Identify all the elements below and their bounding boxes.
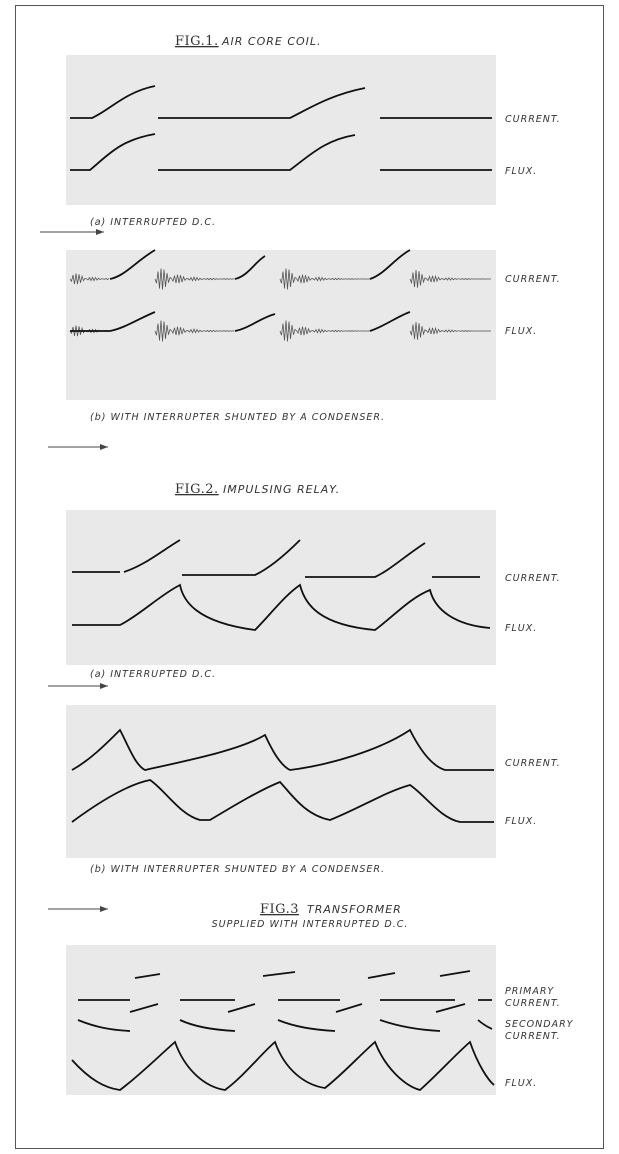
trace-label: CURRENT. [505,758,561,769]
caption: (b) WITH INTERRUPTER SHUNTED BY A CONDEN… [90,864,385,875]
trace-label: CURRENT. [505,998,561,1009]
oscillogram [66,705,496,858]
trace-label: PRIMARY [505,986,554,997]
caption: (a) INTERRUPTED D.C. [90,217,216,228]
trace-label: FLUX. [505,623,537,634]
trace-label: FLUX. [505,1078,537,1089]
figure-number: FIG.2. [175,482,219,497]
trace-label: CURRENT. [505,114,561,125]
figure-title: IMPULSING RELAY. [223,483,340,496]
figure-number: FIG.1. [175,34,219,49]
oscillogram [66,55,496,205]
trace-label: CURRENT. [505,573,561,584]
figure-subtitle: SUPPLIED WITH INTERRUPTED D.C. [212,919,409,930]
oscillogram [66,510,496,665]
page: FIG.1.AIR CORE COIL. CURRENT. FLUX. (a) INT… [0,0,619,1154]
oscillogram [66,250,496,400]
figure-title: AIR CORE COIL. [221,35,322,48]
trace-label: FLUX. [505,326,537,337]
caption: (a) INTERRUPTED D.C. [90,669,216,680]
trace-label: SECONDARY [505,1019,574,1030]
trace-label: CURRENT. [505,1031,561,1042]
figure-number: FIG.3 [260,902,299,917]
trace-label: FLUX. [505,166,537,177]
figure-title: TRANSFORMER [307,903,402,916]
trace-label: CURRENT. [505,274,561,285]
trace-label: FLUX. [505,816,537,827]
oscillogram [66,945,496,1095]
caption: (b) WITH INTERRUPTER SHUNTED BY A CONDEN… [90,412,385,423]
